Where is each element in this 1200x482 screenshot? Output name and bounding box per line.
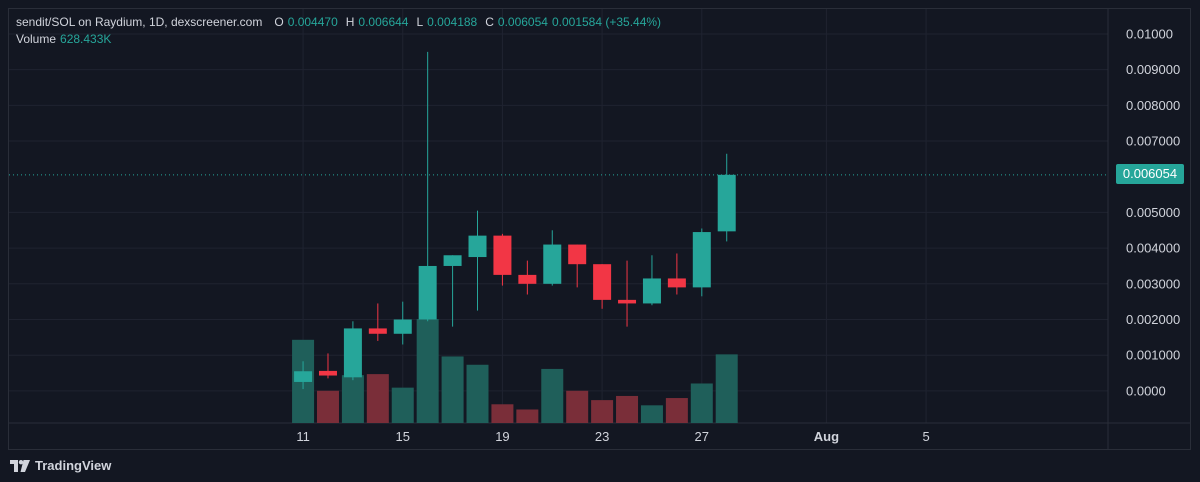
y-tick-label: 0.008000 <box>1126 98 1180 113</box>
x-tick-label: 15 <box>396 429 410 444</box>
candle-body <box>568 244 587 265</box>
chart-grid <box>9 9 1191 450</box>
volume-bar <box>566 390 589 423</box>
low-value: 0.004188 <box>427 15 478 29</box>
volume-bar <box>690 383 713 423</box>
candle-body <box>443 255 462 266</box>
candle-body <box>593 264 612 300</box>
candle-body <box>393 319 412 334</box>
volume-key: Volume <box>16 32 57 46</box>
open-key: O <box>274 15 284 29</box>
y-tick-label: 0.001000 <box>1126 348 1180 363</box>
volume-bar <box>391 387 414 423</box>
y-tick-label: 0.005000 <box>1126 205 1180 220</box>
candle-body <box>418 265 437 320</box>
tradingview-brand[interactable]: TradingView <box>10 458 111 473</box>
x-tick-label: 19 <box>495 429 509 444</box>
close-key: C <box>485 15 494 29</box>
volume-value: 628.433K <box>60 32 112 46</box>
candle-body <box>642 278 661 304</box>
chart-frame <box>8 8 1191 450</box>
change-value: 0.001584 (+35.44%) <box>551 15 662 29</box>
candle-body <box>294 371 313 382</box>
y-tick-label: 0.01000 <box>1126 26 1173 41</box>
candle-body <box>343 328 362 378</box>
close-value: 0.006054 <box>497 15 548 29</box>
candle-body <box>543 244 562 284</box>
volume-bar <box>416 319 439 423</box>
candle-body <box>618 299 637 304</box>
brand-name: TradingView <box>35 458 112 473</box>
candle-body <box>493 235 512 275</box>
x-tick-label: Aug <box>814 429 839 444</box>
chart-legend: sendit/SOL on Raydium, 1D, dexscreener.c… <box>16 14 661 48</box>
candlesticks <box>294 51 736 390</box>
y-tick-label: 0.004000 <box>1126 241 1180 256</box>
volume-bar <box>665 398 688 423</box>
candle-body <box>717 174 736 232</box>
volume-bar <box>466 364 489 423</box>
x-tick-label: 5 <box>922 429 929 444</box>
y-tick-label: 0.009000 <box>1126 62 1180 77</box>
y-tick-label: 0.007000 <box>1126 134 1180 149</box>
low-key: L <box>416 15 424 29</box>
x-axis: 11 15 19 23 27 Aug 5 <box>296 429 929 444</box>
symbol-label: sendit/SOL on Raydium, 1D, dexscreener.c… <box>16 15 263 29</box>
volume-bar <box>441 356 464 423</box>
volume-bar <box>591 400 614 423</box>
x-tick-label: 27 <box>695 429 709 444</box>
candle-body <box>368 328 387 334</box>
last-price-badge: 0.006054 <box>1116 164 1184 184</box>
x-tick-label: 11 <box>296 429 310 444</box>
volume-row: Volume 628.433K <box>16 31 661 48</box>
high-value: 0.006644 <box>358 15 409 29</box>
y-tick-label: 0.003000 <box>1126 276 1180 291</box>
ohlc-row: sendit/SOL on Raydium, 1D, dexscreener.c… <box>16 14 661 31</box>
high-key: H <box>345 15 355 29</box>
volume-bar <box>715 354 738 423</box>
y-axis: 0.01000 0.009000 0.008000 0.007000 0.005000 0… <box>1126 26 1180 398</box>
candle-body <box>318 370 337 376</box>
y-tick-label: 0.002000 <box>1126 312 1180 327</box>
x-tick-label: 23 <box>595 429 609 444</box>
volume-bars <box>292 319 738 423</box>
volume-bar <box>366 374 389 423</box>
volume-bar <box>316 390 339 423</box>
candle-body <box>667 278 686 288</box>
candle-body <box>518 274 537 284</box>
open-value: 0.004470 <box>287 15 338 29</box>
volume-bar <box>541 368 564 423</box>
volume-bar <box>491 404 514 423</box>
candle-body <box>692 232 711 288</box>
tradingview-logo-icon <box>10 459 30 472</box>
candle-body <box>468 235 487 258</box>
y-tick-label: 0.0000 <box>1126 383 1166 398</box>
volume-bar <box>516 409 539 423</box>
volume-bar <box>341 375 364 423</box>
volume-bar <box>640 405 663 423</box>
volume-bar <box>616 395 639 423</box>
